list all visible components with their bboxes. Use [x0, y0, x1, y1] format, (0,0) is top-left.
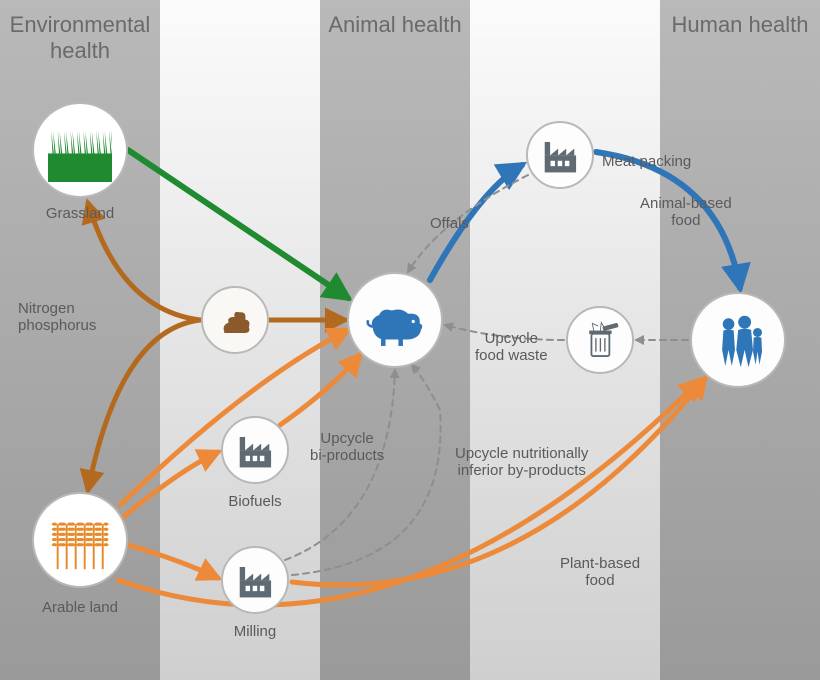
node-human: [690, 292, 786, 388]
wheat-icon: [48, 508, 112, 572]
node-milling: [221, 546, 289, 614]
label-animal_food: Animal-basedfood: [640, 195, 732, 230]
pig-icon: [363, 288, 427, 352]
node-meatpack: [526, 121, 594, 189]
column-header-env: Environmentalhealth: [0, 12, 160, 64]
label-upcycle_byprod: Upcycle nutritionallyinferior by-product…: [455, 445, 588, 480]
factory-icon: [538, 133, 583, 178]
node-label-arable: Arable land: [20, 599, 140, 616]
label-offals: Offals: [430, 215, 469, 232]
people-icon: [706, 308, 770, 372]
node-biofuels: [221, 416, 289, 484]
label-plant_food: Plant-basedfood: [560, 555, 640, 590]
node-label-grassland: Grassland: [20, 205, 140, 222]
column-header-animal: Animal health: [320, 12, 470, 38]
column-header-human: Human health: [660, 12, 820, 38]
node-label-biofuels: Biofuels: [195, 493, 315, 510]
grass-icon: [48, 118, 112, 182]
factory-icon: [233, 428, 278, 473]
label-upcycle_waste: Upcyclefood waste: [475, 330, 548, 365]
node-manure: [201, 286, 269, 354]
node-grassland: [32, 102, 128, 198]
trash-icon: [578, 318, 623, 363]
edge-grassland-pig: [128, 150, 348, 298]
label-upcycle_biprod: Upcyclebi-products: [310, 430, 384, 465]
node-arable: [32, 492, 128, 588]
node-pig: [347, 272, 443, 368]
node-label-milling: Milling: [195, 623, 315, 640]
node-waste: [566, 306, 634, 374]
factory-icon: [233, 558, 278, 603]
diagram-canvas: Environmentalhealth Animal health Human he…: [0, 0, 820, 680]
node-label-meatpack: Meat packing: [602, 153, 691, 170]
manure-icon: [213, 298, 258, 343]
label-nitrogen: Nitrogenphosphorus: [18, 300, 96, 335]
